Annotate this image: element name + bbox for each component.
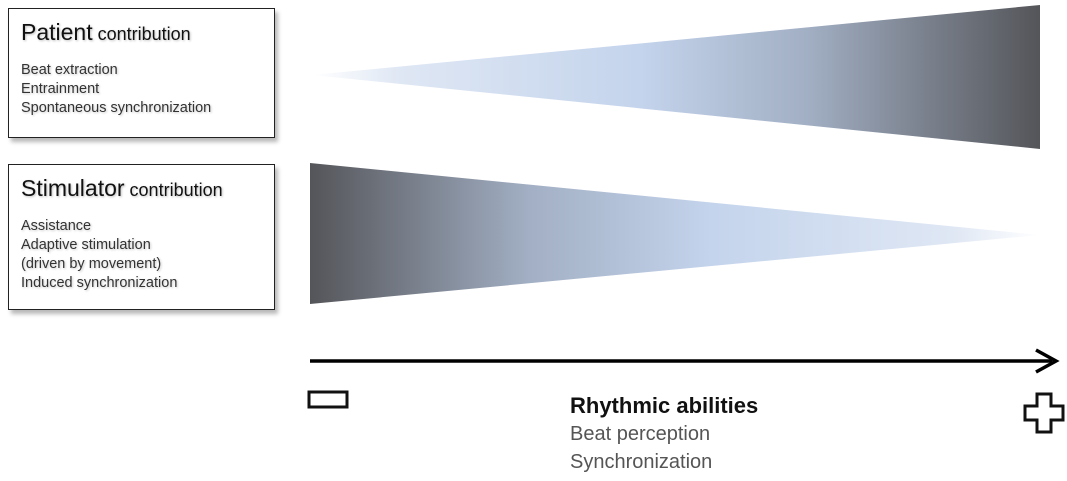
stimulator-items-list: Assistance Adaptive stimulation (driven … (21, 217, 262, 293)
patient-item-entrainment: Entrainment (21, 81, 100, 97)
axis-subtitle-beat-perception: Beat perception (570, 423, 711, 445)
patient-contribution-box: Patient contribution Beat extraction Ent… (8, 8, 275, 138)
stimulator-title-rest: contribution (124, 180, 223, 200)
patient-item-spontaneous-synchronization: Spontaneous synchronization (21, 100, 212, 116)
minus-icon (307, 390, 349, 409)
stimulator-item-driven-by-movement: (driven by movement) (21, 256, 162, 272)
axis-subtitle-synchronization: Synchronization (570, 451, 713, 473)
stimulator-item-adaptive-stimulation: Adaptive stimulation (21, 237, 151, 253)
stimulator-item-induced-synchronization: Induced synchronization (21, 275, 178, 291)
stimulator-contribution-box: Stimulator contribution Assistance Adapt… (8, 164, 275, 310)
patient-items-list: Beat extraction Entrainment Spontaneous … (21, 61, 262, 118)
axis-title: Rhythmic abilities (570, 393, 759, 418)
patient-item-beat-extraction: Beat extraction (21, 62, 118, 78)
stimulator-item-assistance: Assistance (21, 218, 92, 234)
stimulator-contribution-wedge (310, 163, 1040, 304)
rhythmic-abilities-arrow (310, 348, 1060, 374)
patient-title-main: Patient (21, 19, 93, 45)
patient-title-rest: contribution (92, 24, 191, 44)
patient-contribution-wedge (312, 5, 1040, 149)
stimulator-title-main: Stimulator (21, 175, 125, 201)
stimulator-box-title: Stimulator contribution (21, 175, 262, 205)
patient-box-title: Patient contribution (21, 19, 262, 49)
plus-icon (1023, 392, 1065, 434)
axis-label: Rhythmic abilities Beat perception Synch… (570, 392, 758, 476)
